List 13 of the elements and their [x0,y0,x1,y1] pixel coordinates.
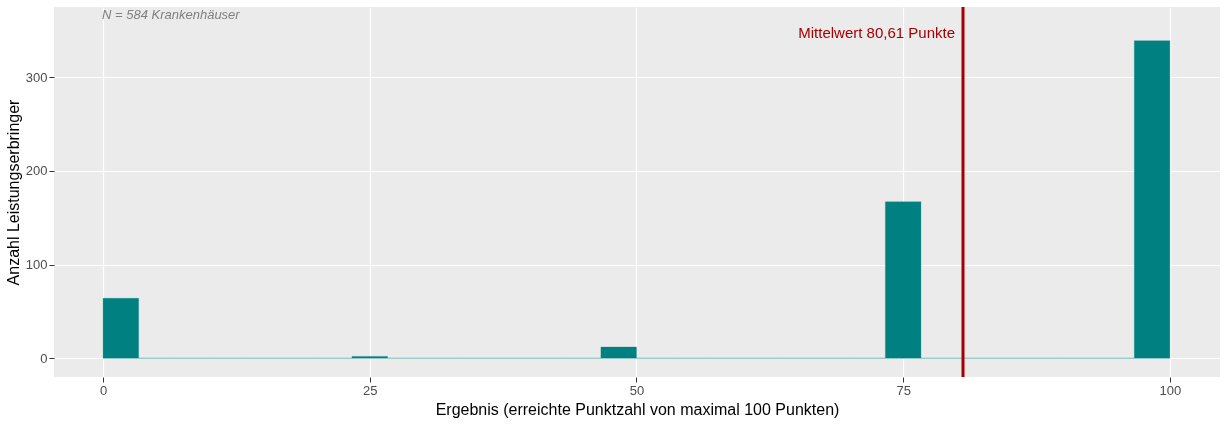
x-tick-label: 25 [363,382,378,398]
x-axis-title: Ergebnis (erreichte Punktzahl von maximal 100 Punkten) [435,400,840,418]
y-tick-label: 100 [25,257,48,273]
annotation: N = 584 Krankenhäuser [102,7,241,22]
x-tick-label: 75 [896,382,911,398]
x-tick-label: 50 [629,382,645,398]
y-tick-label: 300 [25,69,48,85]
y-axis-title: Anzahl Leistungserbringer [4,98,22,286]
ref-line-label: Mittelwert 80,61 Punkte [798,24,956,41]
y-tick-label: 0 [40,350,48,366]
y-tick-label: 200 [25,163,48,179]
x-tick-label: 100 [1159,382,1182,398]
x-tick-label: 0 [99,382,108,398]
